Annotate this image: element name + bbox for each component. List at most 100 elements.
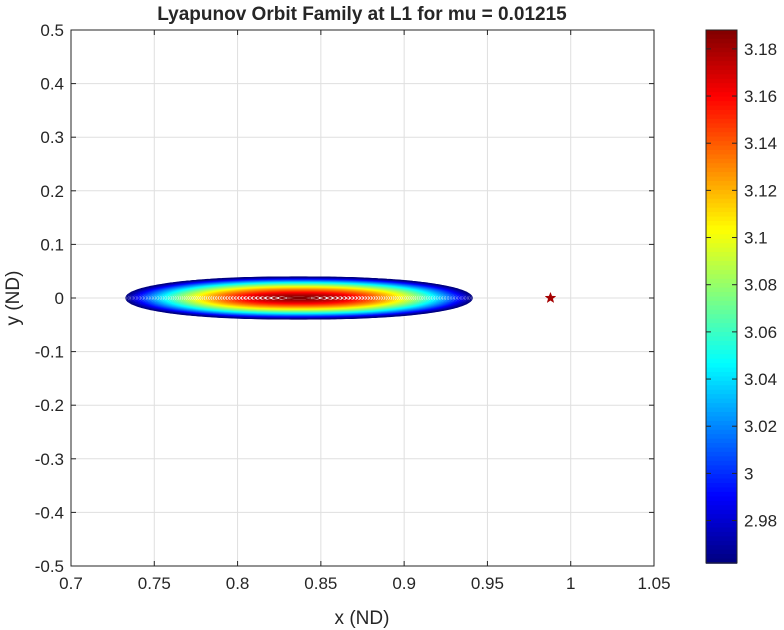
- colorbar-band: [706, 109, 737, 116]
- colorbar-band: [706, 296, 737, 302]
- colorbar-band: [706, 309, 737, 316]
- colorbar-tick-label: 3.14: [744, 134, 777, 153]
- y-tick-label: -0.1: [35, 343, 64, 362]
- colorbar-band: [706, 207, 737, 213]
- colorbar-band: [706, 354, 737, 360]
- colorbar-band: [706, 101, 737, 107]
- colorbar-band: [706, 314, 737, 320]
- y-tick-label: 0.5: [40, 21, 64, 40]
- colorbar-band: [706, 145, 737, 151]
- colorbar-band: [706, 305, 737, 311]
- colorbar-band: [706, 558, 737, 564]
- colorbar-tick-label: 3.16: [744, 87, 777, 106]
- colorbar-band: [706, 531, 737, 538]
- colorbar-band: [706, 69, 737, 76]
- colorbar-band: [706, 278, 737, 284]
- colorbar-band: [706, 514, 737, 520]
- colorbar-band: [706, 549, 737, 555]
- y-tick-label: -0.3: [35, 450, 64, 469]
- colorbar-band: [706, 287, 737, 293]
- colorbar-band: [706, 385, 737, 391]
- colorbar-band: [706, 469, 737, 475]
- y-tick-label: -0.2: [35, 396, 64, 415]
- colorbar-band: [706, 527, 737, 533]
- y-tick-label: 0: [55, 289, 64, 308]
- colorbar-band: [706, 56, 737, 62]
- colorbar-band: [706, 238, 737, 244]
- chart-title: Lyapunov Orbit Family at L1 for mu = 0.0…: [157, 4, 567, 25]
- colorbar-band: [706, 194, 737, 200]
- colorbar-band: [706, 407, 737, 413]
- colorbar-band: [706, 105, 737, 111]
- colorbar-band: [706, 500, 737, 507]
- colorbar-band: [706, 456, 737, 462]
- x-axis-label: x (ND): [335, 608, 390, 629]
- x-axis: 0.7 0.75 0.8 0.85 0.9 0.95 1 1.05: [59, 30, 671, 593]
- colorbar-band: [706, 274, 737, 280]
- colorbar-tick-label: 3: [744, 464, 753, 483]
- colorbar-band: [706, 496, 737, 502]
- x-tick-label: 1.05: [637, 574, 670, 593]
- y-tick-label: 0.3: [40, 128, 64, 147]
- colorbar-band: [706, 243, 737, 249]
- colorbar-band: [706, 247, 737, 253]
- colorbar-band: [706, 465, 737, 471]
- colorbar-band: [706, 176, 737, 182]
- colorbar-band: [706, 367, 737, 373]
- colorbar-band: [706, 460, 737, 467]
- colorbar-tick-label: 3.06: [744, 323, 777, 342]
- colorbar-band: [706, 220, 737, 227]
- colorbar-band: [706, 336, 737, 342]
- grid: [71, 30, 654, 566]
- x-tick-label: 0.9: [392, 574, 416, 593]
- colorbar-band: [706, 127, 737, 133]
- primary-star-marker: [544, 291, 557, 304]
- colorbar: 2.98 3 3.02 3.04 3.06 3.08 3.1 3.12 3.14 3.16 3.18: [705, 29, 777, 564]
- colorbar-band: [706, 47, 737, 54]
- colorbar-band: [706, 83, 737, 89]
- colorbar-band: [706, 118, 737, 125]
- colorbar-band: [706, 509, 737, 515]
- colorbar-band: [706, 136, 737, 142]
- colorbar-tick-label: 3.12: [744, 181, 777, 200]
- colorbar-band: [706, 225, 737, 231]
- y-tick-label: 0.1: [40, 235, 64, 254]
- colorbar-band: [706, 203, 737, 209]
- colorbar-band: [706, 349, 737, 356]
- colorbar-band: [706, 505, 737, 511]
- colorbar-band: [706, 269, 737, 276]
- colorbar-band: [706, 420, 737, 427]
- x-tick-label: 0.8: [226, 574, 250, 593]
- colorbar-band: [706, 376, 737, 382]
- colorbar-tick-label: 3.02: [744, 417, 777, 436]
- colorbar-band: [706, 34, 737, 40]
- colorbar-tick-label: 2.98: [744, 512, 777, 531]
- colorbar-band: [706, 536, 737, 542]
- colorbar-tick-label: 3.18: [744, 40, 777, 59]
- colorbar-band: [706, 518, 737, 524]
- colorbar-band: [706, 92, 737, 98]
- colorbar-band: [706, 61, 737, 67]
- colorbar-band: [706, 52, 737, 58]
- colorbar-band: [706, 474, 737, 480]
- marker-group: [544, 291, 557, 304]
- colorbar-band: [706, 380, 737, 387]
- colorbar-band: [706, 300, 737, 307]
- orbit-family: [125, 276, 473, 320]
- colorbar-band: [706, 540, 737, 547]
- colorbar-band: [706, 340, 737, 347]
- colorbar-band: [706, 523, 737, 529]
- colorbar-band: [706, 398, 737, 404]
- colorbar-band: [706, 30, 737, 36]
- x-tick-label: 1: [566, 574, 575, 593]
- colorbar-band: [706, 483, 737, 489]
- y-tick-label: 0.2: [40, 182, 64, 201]
- colorbar-band: [706, 163, 737, 169]
- colorbar-band: [706, 149, 737, 156]
- orbit-contour: [278, 295, 320, 301]
- orbit-contour: [272, 295, 326, 301]
- colorbar-band: [706, 345, 737, 351]
- colorbar-band: [706, 229, 737, 236]
- colorbar-band: [706, 283, 737, 289]
- colorbar-tick-label: 3.04: [744, 370, 777, 389]
